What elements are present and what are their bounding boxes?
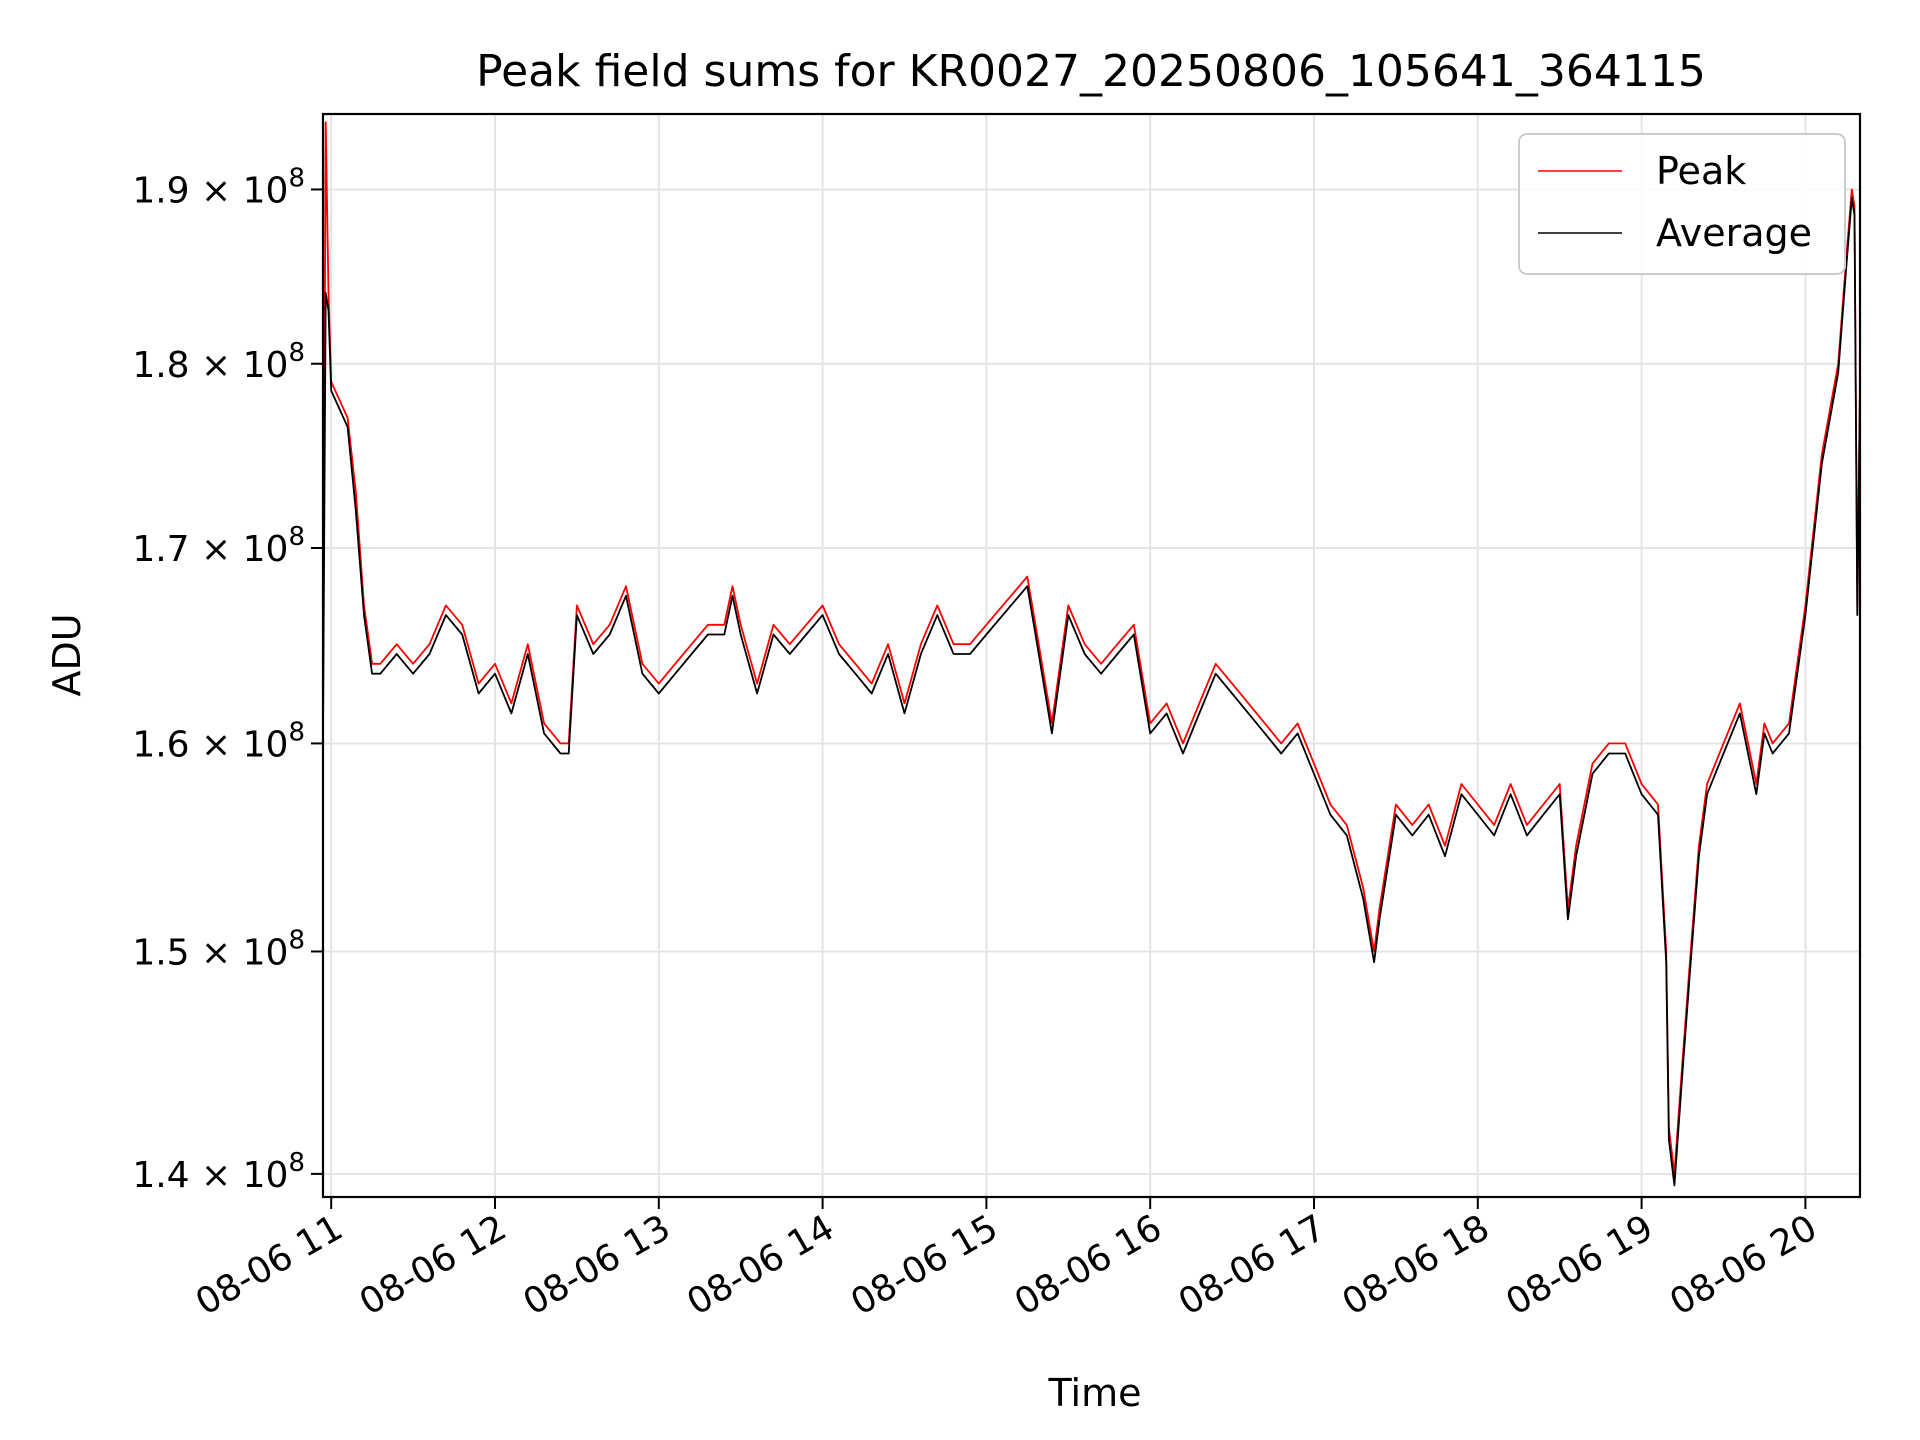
y-tick-label: 1.7 × 108	[132, 522, 305, 570]
y-tick-label: 1.9 × 108	[132, 163, 305, 211]
y-axis-label: ADU	[45, 613, 89, 696]
legend: Peak Average	[1518, 133, 1846, 275]
y-tick-label: 1.8 × 108	[132, 338, 305, 386]
series-line-average	[322, 197, 1861, 1187]
y-tick-label: 1.5 × 108	[132, 925, 305, 973]
legend-box	[1518, 133, 1846, 275]
y-tick-label: 1.4 × 108	[132, 1148, 305, 1196]
chart-title: Peak field sums for KR0027_20250806_1056…	[476, 46, 1706, 97]
series-layer	[322, 121, 1861, 1187]
legend-label-peak: Peak	[1656, 149, 1746, 193]
plot-frame	[321, 112, 1862, 1199]
grid	[323, 114, 1860, 1197]
y-tick-label: 1.6 × 108	[132, 717, 305, 765]
x-axis-label: Time	[1048, 1371, 1142, 1415]
legend-label-average: Average	[1656, 211, 1812, 255]
